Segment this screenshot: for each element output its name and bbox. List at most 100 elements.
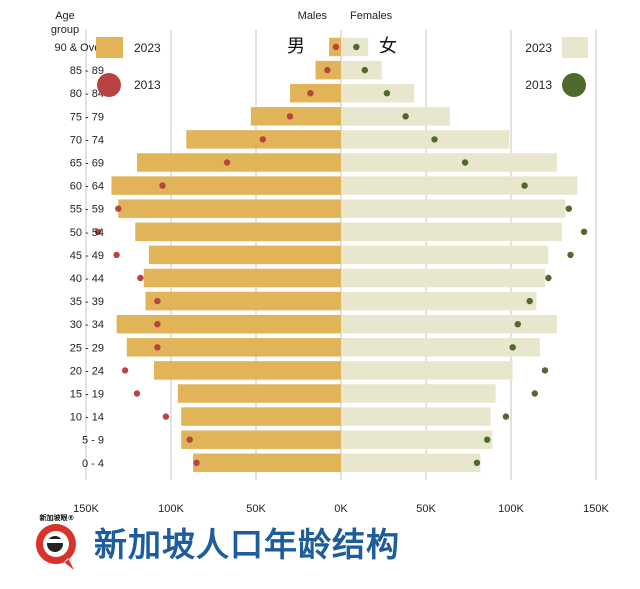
age-group-label: 10 - 14 — [70, 412, 104, 424]
x-tick-label: 0K — [334, 503, 348, 512]
female-2023-bar — [341, 153, 557, 172]
age-group-label: 35 - 39 — [70, 296, 104, 308]
male-2023-bar — [116, 314, 341, 334]
x-axis-ticks: 150K 100K 50K 0K 50K 100K 150K — [73, 503, 609, 512]
male-2013-point — [154, 321, 161, 328]
bars-group — [111, 37, 578, 473]
population-pyramid-chart: 90 & Over 85 - 89 80 - 84 75 - 79 70 - 74 65 … — [51, 10, 610, 512]
age-group-label: 5 - 9 — [82, 435, 104, 447]
male-2023-bar — [148, 245, 341, 265]
x-tick-label: 100K — [498, 503, 524, 512]
footer-title: 新加坡人口年龄结构 — [94, 525, 400, 564]
female-2023-bar — [341, 384, 496, 403]
x-tick-label: 150K — [583, 503, 609, 512]
male-2013-point — [94, 228, 102, 235]
male-2023-bar — [145, 291, 341, 311]
female-2023-bar — [341, 361, 513, 380]
females-header: Females — [350, 10, 393, 22]
female-2013-point — [565, 205, 572, 212]
male-2023-bar — [177, 384, 341, 403]
female-2013-point — [521, 182, 528, 189]
age-group-label: 85 - 89 — [70, 65, 104, 77]
male-2023-bar — [181, 407, 341, 426]
legend-male-2013-dot — [97, 73, 121, 97]
female-2023-bar — [341, 222, 562, 242]
age-group-label: 50 - 54 — [70, 227, 104, 239]
logo-caption: 新加坡眼® — [39, 514, 75, 522]
female-2023-bar — [341, 407, 491, 426]
male-char-label: 男 — [287, 36, 305, 57]
male-2023-bar — [143, 268, 341, 288]
age-group-labels: 90 & Over 85 - 89 80 - 84 75 - 79 70 - 74 65 … — [54, 42, 104, 470]
x-tick-label: 100K — [158, 503, 184, 512]
male-2023-bar — [154, 361, 341, 380]
female-2013-point — [545, 274, 552, 282]
female-2023-bar — [341, 430, 493, 449]
female-2023-bar — [341, 107, 450, 126]
female-2013-point — [541, 367, 549, 374]
legend-male-2023-label: 2023 — [134, 41, 161, 55]
male-2023-bar — [290, 83, 341, 103]
males-header: Males — [298, 10, 328, 22]
legend-female-2013-dot — [562, 73, 586, 97]
female-2023-bar — [341, 83, 415, 103]
x-tick-label: 50K — [416, 503, 436, 512]
age-group-label: 60 - 64 — [70, 181, 104, 193]
male-2013-point — [154, 297, 161, 305]
age-group-label: 90 & Over — [54, 42, 104, 54]
female-2013-point — [526, 297, 533, 305]
female-char-label: 女 — [379, 36, 397, 57]
female-2023-bar — [341, 268, 545, 288]
male-2013-point — [286, 113, 294, 120]
legend-female-2023-label: 2023 — [525, 41, 552, 55]
male-2013-point — [193, 459, 200, 466]
male-2013-point — [137, 274, 144, 282]
male-2013-point — [259, 136, 266, 143]
female-2023-bar — [341, 60, 382, 80]
age-group-label: 40 - 44 — [70, 273, 104, 285]
age-group-label: 25 - 29 — [70, 342, 104, 354]
female-2023-bar — [341, 338, 540, 357]
female-2013-point — [402, 113, 409, 120]
age-group-header-line2: group — [51, 24, 79, 36]
female-2013-point — [509, 344, 516, 351]
female-2013-point — [580, 228, 588, 235]
male-2013-point — [113, 251, 120, 259]
male-2013-point — [115, 205, 122, 212]
legend-female-2023-swatch — [562, 37, 588, 58]
legend-female-2013-label: 2013 — [525, 78, 552, 92]
female-2013-point — [484, 436, 491, 443]
male-2013-point — [154, 344, 161, 351]
age-group-label: 20 - 24 — [70, 365, 104, 377]
female-2013-point — [473, 459, 481, 466]
male-2023-bar — [137, 153, 341, 172]
male-2013-point — [186, 436, 193, 443]
male-2023-bar — [135, 222, 341, 242]
male-2023-bar — [118, 199, 341, 218]
dots-group — [94, 43, 588, 466]
female-2013-point — [461, 159, 469, 166]
x-tick-label: 50K — [246, 503, 266, 512]
female-2023-bar — [341, 453, 481, 473]
legend-male-2013-label: 2013 — [134, 78, 161, 92]
male-2023-bar — [250, 107, 341, 126]
male-2023-bar — [193, 453, 341, 473]
age-group-header-line1: Age — [55, 10, 75, 22]
female-2013-point — [431, 136, 438, 143]
female-2023-bar — [341, 314, 557, 334]
age-group-label: 15 - 19 — [70, 389, 104, 401]
female-2023-bar — [341, 245, 549, 265]
male-2023-bar — [126, 338, 341, 357]
female-2023-bar — [341, 176, 578, 195]
female-2013-point — [361, 66, 368, 74]
age-group-label: 0 - 4 — [82, 458, 104, 470]
male-2013-point — [162, 413, 170, 420]
age-group-label: 30 - 34 — [70, 319, 104, 331]
x-tick-label: 150K — [73, 503, 99, 512]
male-2013-point — [133, 390, 141, 397]
female-2023-bar — [341, 199, 566, 218]
age-group-label: 70 - 74 — [70, 134, 104, 146]
female-2013-point — [502, 413, 510, 420]
age-group-label: 45 - 49 — [70, 250, 104, 262]
female-2013-point — [531, 390, 538, 397]
